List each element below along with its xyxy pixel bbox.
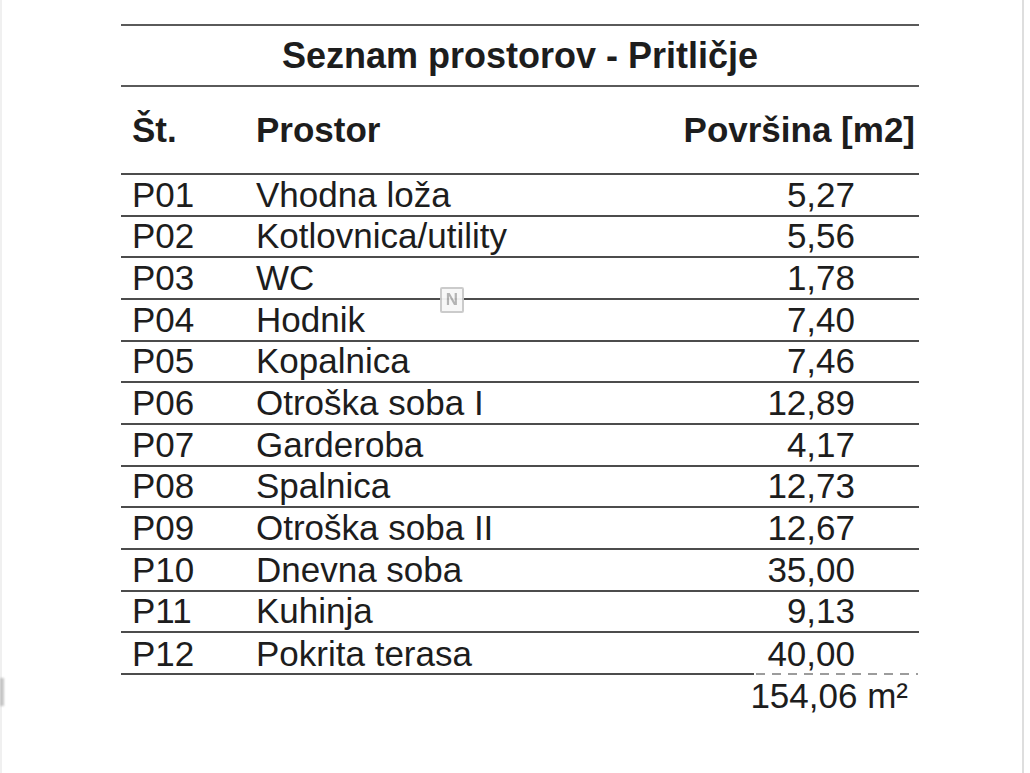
room-number: P04 bbox=[121, 300, 256, 340]
table-row: P11 Kuhinja 9,13 bbox=[121, 592, 919, 634]
room-name: Vhodna loža bbox=[256, 175, 679, 215]
table-row: P04 Hodnik 7,40 bbox=[121, 300, 919, 342]
room-name: Pokrita terasa bbox=[256, 634, 679, 674]
room-name: Spalnica bbox=[256, 466, 679, 506]
room-number: P11 bbox=[121, 591, 256, 631]
room-name: Kopalnica bbox=[256, 341, 679, 381]
total-row: 154,06 m² bbox=[121, 677, 919, 715]
room-name: Otroška soba I bbox=[256, 383, 679, 423]
photo-left-edge-line bbox=[0, 0, 2, 773]
room-area: 9,13 bbox=[679, 591, 919, 631]
column-header-name: Prostor bbox=[256, 110, 679, 150]
table-row: P06 Otroška soba I 12,89 bbox=[121, 383, 919, 425]
table-row: P10 Dnevna soba 35,00 bbox=[121, 550, 919, 592]
sum-divider-solid bbox=[121, 673, 754, 675]
title-band: Seznam prostorov - Pritličje bbox=[121, 24, 919, 87]
room-name: Kuhinja bbox=[256, 591, 679, 631]
room-rows: P01 Vhodna loža 5,27 P02 Kotlovnica/util… bbox=[121, 175, 919, 675]
watermark-n-badge: N bbox=[440, 287, 464, 313]
table-row: P07 Garderoba 4,17 bbox=[121, 425, 919, 467]
total-area: 154,06 m² bbox=[750, 676, 908, 716]
table-header-row: Št. Prostor Površina [m2] bbox=[121, 87, 919, 175]
room-list-sheet: Seznam prostorov - Pritličje Št. Prostor… bbox=[0, 0, 1030, 773]
table-row: P03 WC 1,78 bbox=[121, 258, 919, 300]
room-number: P02 bbox=[121, 216, 256, 256]
watermark-letter: N bbox=[446, 290, 458, 310]
room-area: 5,27 bbox=[679, 175, 919, 215]
room-area: 7,40 bbox=[679, 300, 919, 340]
page-title: Seznam prostorov - Pritličje bbox=[282, 35, 758, 77]
room-number: P03 bbox=[121, 258, 256, 298]
room-area: 5,56 bbox=[679, 216, 919, 256]
room-name: Dnevna soba bbox=[256, 550, 679, 590]
table-row: P09 Otroška soba II 12,67 bbox=[121, 508, 919, 550]
room-table: Seznam prostorov - Pritličje Št. Prostor… bbox=[121, 24, 919, 675]
table-row: P01 Vhodna loža 5,27 bbox=[121, 175, 919, 217]
room-number: P07 bbox=[121, 425, 256, 465]
room-area: 1,78 bbox=[679, 258, 919, 298]
table-row: P12 Pokrita terasa 40,00 bbox=[121, 633, 919, 675]
table-row: P05 Kopalnica 7,46 bbox=[121, 342, 919, 384]
table-row: P08 Spalnica 12,73 bbox=[121, 467, 919, 509]
room-name: Otroška soba II bbox=[256, 508, 679, 548]
sum-divider-dashed bbox=[756, 673, 918, 675]
room-number: P09 bbox=[121, 508, 256, 548]
room-name: Hodnik bbox=[256, 300, 679, 340]
photo-left-edge-smudge bbox=[0, 678, 4, 706]
room-area: 12,73 bbox=[679, 466, 919, 506]
room-name: Garderoba bbox=[256, 425, 679, 465]
room-number: P05 bbox=[121, 341, 256, 381]
room-area: 7,46 bbox=[679, 341, 919, 381]
room-area: 4,17 bbox=[679, 425, 919, 465]
room-name: Kotlovnica/utility bbox=[256, 216, 679, 256]
table-row: P02 Kotlovnica/utility 5,56 bbox=[121, 217, 919, 259]
room-number: P10 bbox=[121, 550, 256, 590]
room-area: 12,67 bbox=[679, 508, 919, 548]
room-number: P12 bbox=[121, 634, 256, 674]
room-area: 40,00 bbox=[679, 634, 919, 674]
room-number: P01 bbox=[121, 175, 256, 215]
room-number: P06 bbox=[121, 383, 256, 423]
column-header-number: Št. bbox=[121, 110, 256, 150]
room-name: WC bbox=[256, 258, 679, 298]
room-area: 35,00 bbox=[679, 550, 919, 590]
column-header-area: Površina [m2] bbox=[679, 110, 919, 150]
room-number: P08 bbox=[121, 466, 256, 506]
room-area: 12,89 bbox=[679, 383, 919, 423]
photo-right-edge-line bbox=[1022, 0, 1024, 773]
